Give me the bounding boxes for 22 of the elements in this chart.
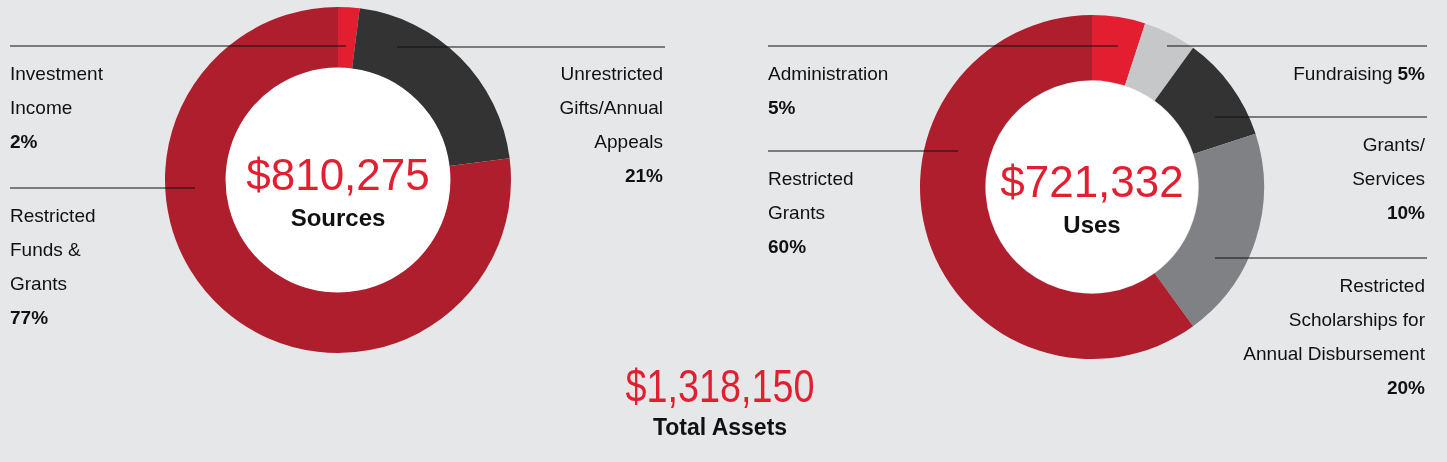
slice-label: Fundraising: [1293, 63, 1393, 84]
text: $1,318,150: [624, 360, 816, 412]
slice-label: Unrestricted Gifts/Annual Appeals: [559, 63, 663, 152]
text: $810,275: [246, 150, 430, 199]
data-label: 60%: [768, 236, 807, 257]
text: $721,332: [1000, 157, 1184, 206]
data-label: 5%: [768, 97, 796, 118]
data-label: 5%: [1397, 63, 1426, 84]
data-label: 20%: [1386, 377, 1426, 398]
slice-label: Restricted Grants: [768, 168, 854, 223]
slice-label: Restricted Scholarships for Annual Disbursement: [1243, 275, 1426, 364]
text: Sources: [290, 204, 386, 231]
slice-label: Restricted Funds & Grants: [10, 205, 96, 294]
slice-label: Administration: [768, 63, 889, 84]
slice-label: Investment Income: [10, 63, 104, 118]
data-label: 10%: [1386, 202, 1426, 223]
data-label: 77%: [10, 307, 49, 328]
text: Total Assets: [651, 413, 789, 442]
data-label: 2%: [10, 131, 38, 152]
slice-label: Grants/ Services: [1352, 134, 1426, 189]
text: Uses: [1063, 211, 1121, 238]
data-label: 21%: [624, 165, 664, 186]
